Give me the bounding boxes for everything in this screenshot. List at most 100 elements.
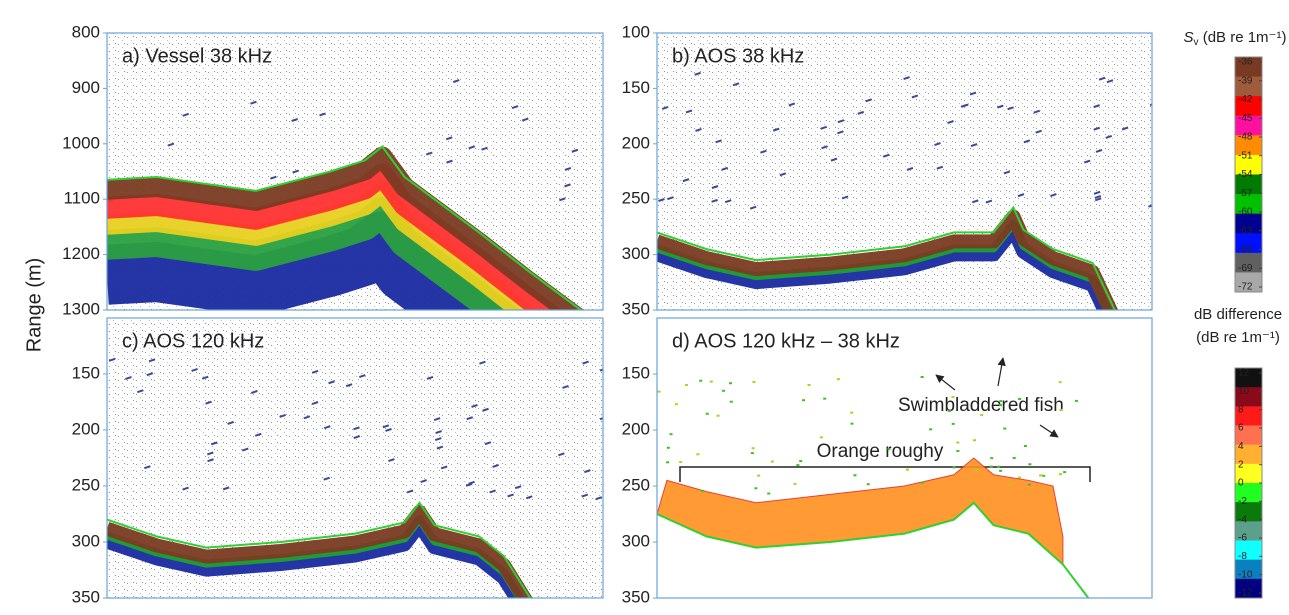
fish-echo: [724, 199, 732, 204]
y-tick-label: 900: [72, 78, 100, 97]
fish-echo: [525, 495, 533, 500]
seabed-layer: [107, 181, 538, 310]
fish-echo: [359, 374, 366, 379]
fish-echo: [788, 102, 796, 107]
fish-echo: [250, 390, 258, 394]
fish-speck: [1018, 397, 1022, 400]
colorbar-tick-label: -72: [1238, 282, 1253, 293]
colorbar-segment: [1235, 135, 1262, 156]
colorbar-segment: [1235, 174, 1262, 195]
panel-title: c) AOS 120 kHz: [122, 330, 264, 352]
fish-speck: [750, 452, 754, 455]
fish-speck: [999, 400, 1003, 403]
colorbar-tick-label: -39: [1238, 75, 1253, 86]
fish-speck: [793, 482, 797, 485]
colorbar-segment: [1235, 425, 1262, 446]
fish-echo: [841, 195, 849, 200]
y-tick-label: 800: [72, 22, 100, 41]
fish-echo: [323, 476, 330, 481]
fish-speck: [997, 465, 1001, 468]
fish-echo: [558, 452, 565, 457]
colorbar-tick-label: -36: [1238, 57, 1253, 68]
fish-echo: [830, 157, 838, 162]
y-tick-label: 350: [622, 299, 650, 318]
colorbar-segment: [1235, 463, 1262, 484]
fish-echo: [1095, 148, 1103, 153]
colorbar-segment: [1235, 76, 1262, 97]
fish-echo: [222, 486, 230, 491]
fish-echo: [227, 420, 234, 425]
fish-echo: [779, 172, 787, 177]
panel-border: [106, 32, 604, 311]
colorbar-segment: [1235, 444, 1262, 465]
fish-speck: [1058, 473, 1062, 476]
fish-speck: [1059, 408, 1063, 411]
fish-region: [657, 457, 1064, 566]
seabed-layer: [657, 222, 1113, 310]
fish-echo: [137, 389, 144, 394]
fish-echo: [749, 205, 757, 210]
fish-echo: [1093, 104, 1100, 109]
fish-speck: [998, 404, 1002, 407]
seabed-layer: [107, 504, 533, 598]
fish-echo: [732, 82, 740, 87]
fish-speck: [802, 399, 806, 402]
fish-speck: [674, 403, 678, 406]
colorbar-tick-label: -12: [1238, 588, 1253, 599]
fish-echo: [837, 119, 845, 124]
colorbar-segment: [1235, 483, 1262, 503]
fish-speck: [1039, 474, 1043, 477]
fish-speck: [999, 469, 1003, 472]
fish-echo: [205, 400, 212, 405]
fish-echo: [1007, 106, 1014, 111]
fish-speck: [1023, 444, 1027, 447]
fish-echo: [445, 136, 453, 141]
fish-echo: [837, 130, 844, 135]
fish-echo: [562, 384, 569, 389]
colorbar-tick-label: -2: [1238, 496, 1247, 507]
fish-speck: [722, 389, 726, 392]
fish-echo: [715, 139, 722, 144]
unit: (dB re 1m⁻¹): [1199, 29, 1287, 46]
colorbar-tick-label: -54: [1238, 169, 1253, 180]
y-tick-label: 300: [72, 531, 100, 550]
fish-echo: [433, 417, 441, 422]
fish-speck: [1003, 427, 1007, 430]
y-tick-label: 350: [622, 587, 650, 606]
fish-echo: [241, 447, 249, 452]
y-tick-label: 250: [622, 475, 650, 494]
fish-echo: [970, 143, 978, 147]
colorbar-segment: [1235, 368, 1262, 388]
fish-echo: [985, 199, 993, 204]
fish-echo: [934, 142, 941, 146]
panel-border: [106, 317, 604, 599]
fish-echo: [254, 432, 262, 437]
fish-echo: [328, 380, 335, 385]
fish-echo: [1149, 103, 1152, 106]
fish-speck: [1042, 474, 1046, 477]
fish-echo: [1106, 79, 1114, 84]
fish-echo: [820, 125, 827, 130]
fish-echo: [1033, 109, 1041, 114]
fish-echo: [465, 482, 473, 487]
colorbar-segment: [1235, 252, 1262, 273]
fish-speck: [853, 474, 857, 477]
fish-speck: [669, 433, 673, 436]
y-tick-label: 250: [622, 189, 650, 208]
fish-echo: [206, 451, 214, 456]
fish-speck: [947, 409, 951, 412]
colorbar-tick-label: -42: [1238, 94, 1253, 105]
echogram: [657, 33, 1152, 310]
fish-speck: [770, 460, 774, 463]
fish-echo: [452, 79, 460, 83]
fish-speck: [799, 460, 803, 463]
fish-echo: [250, 100, 257, 105]
fish-speck: [850, 422, 854, 425]
fish-echo: [1098, 76, 1106, 81]
fish-echo: [382, 424, 390, 429]
fish-speck: [920, 376, 924, 379]
colorbar-tick-label: 10: [1238, 386, 1250, 397]
colorbar-segment: [1235, 194, 1262, 215]
fish-speck: [1074, 399, 1078, 402]
fish-echo: [865, 98, 872, 103]
